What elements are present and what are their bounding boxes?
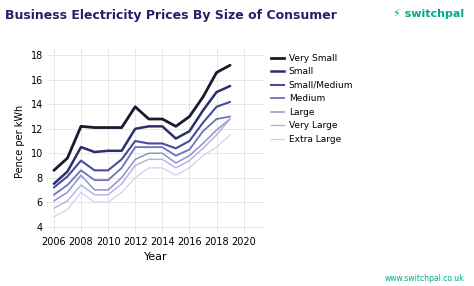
Text: www.switchpal.co.uk: www.switchpal.co.uk [385, 274, 465, 283]
Text: ⚡ switchpal: ⚡ switchpal [393, 9, 465, 19]
Text: Business Electricity Prices By Size of Consumer: Business Electricity Prices By Size of C… [5, 9, 337, 21]
Y-axis label: Pence per kWh: Pence per kWh [15, 104, 25, 178]
Legend: Very Small, Small, Small/Medium, Medium, Large, Very Large, Extra Large: Very Small, Small, Small/Medium, Medium,… [271, 54, 353, 144]
X-axis label: Year: Year [144, 253, 167, 263]
